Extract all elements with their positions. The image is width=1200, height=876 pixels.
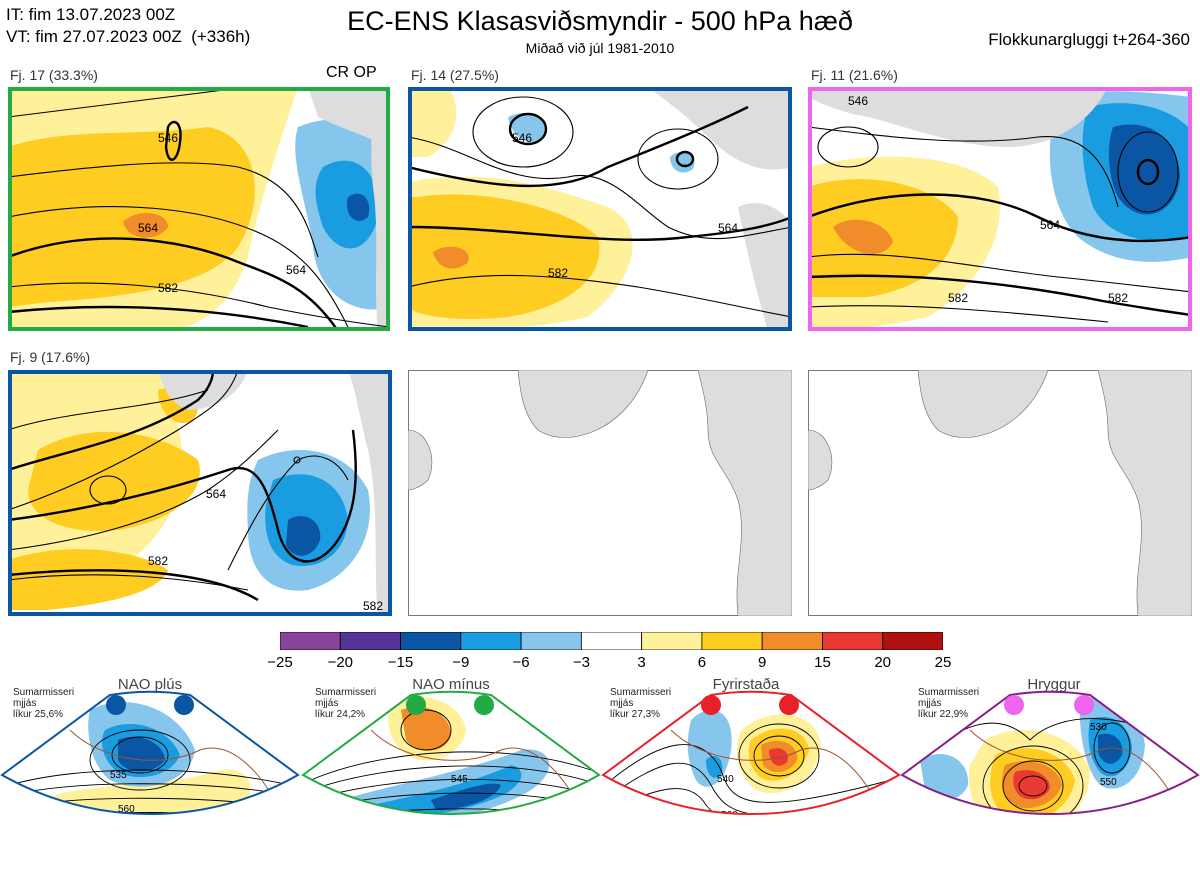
contour-label: 575 [447,850,464,861]
empty-map-6 [808,370,1192,616]
panel-border [8,87,390,331]
regime-4-dot-left [1004,695,1024,715]
colorbar-swatch [882,631,944,651]
contour-label: 546 [512,131,532,145]
colorbar-tick-label: 9 [758,654,767,671]
colorbar [279,631,944,651]
classification-window: Flokkunargluggi t+264-360 [988,30,1190,49]
contour-label: 564 [206,487,226,501]
regime-1-dot-right [174,695,194,715]
panel-3-label: Fj. 11 (21.6%) [811,67,898,83]
valid-time: VT: fim 27.07.2023 00Z (+336h) [6,27,251,46]
cluster-map-2: 582 564 546 [408,87,792,331]
colorbar-swatch [701,631,763,651]
contour-label: 575 [737,832,754,843]
contour-label: 560 [721,810,738,821]
contour-label: 560 [437,816,454,827]
contour-label: 564 [1040,218,1060,232]
contour-label: 564 [286,263,306,277]
regime-map-nao-minus: 545 560 575 [301,690,601,871]
cluster-map-1: 564 582 564 546 [8,87,390,331]
regime-map-ridge: 530 550 575 [900,690,1200,871]
colorbar-tick-label: 3 [637,654,646,671]
contour-label: 540 [717,774,734,785]
colorbar-swatch [822,631,884,651]
regime-4-info: Sumarmisseri mjjás líkur 22,9% [918,687,980,720]
contour-label: 546 [158,131,178,145]
panel-1-label: Fj. 17 (33.3%) [10,67,98,83]
colorbar-swatch [580,631,643,651]
cluster-map-4: 564 582 582 [8,370,392,616]
contour-label: 550 [1100,777,1117,788]
contour-label: 582 [948,291,968,305]
contour-label: 546 [848,94,868,108]
colorbar-tick-label: 20 [874,654,892,671]
regime-1-dot-left [106,695,126,715]
regime-2-dot-right [474,695,494,715]
contour-label: 535 [110,770,127,781]
regime-1-info: Sumarmisseri mjjás líkur 25,6% [13,687,75,720]
panel-border [8,370,392,616]
contour-label: 564 [138,221,158,235]
contour-label: 582 [148,554,168,568]
regime-4-dot-right [1074,695,1094,715]
colorbar-swatch [641,631,703,651]
empty-map-5 [408,370,792,616]
panel-1-tag: CR OP [326,64,377,81]
colorbar-tick-label: 25 [934,654,952,671]
colorbar-swatch [520,631,582,651]
contour-label: 582 [363,599,383,613]
regime-map-nao-plus: 535 560 [0,690,300,871]
regime-3-info: Sumarmisseri mjjás líkur 27,3% [610,687,672,720]
colorbar-swatch [400,631,462,651]
colorbar-tick-label: 15 [814,654,831,671]
contour-label: 575 [1092,837,1109,848]
contour-label: 582 [548,266,568,280]
colorbar-tick-label: 6 [697,654,707,671]
regime-2-title: NAO mínus [412,676,490,693]
cluster-map-3: 564 582 582 546 [808,87,1192,331]
colorbar-swatch [761,631,823,651]
contour-label: 582 [158,281,178,295]
colorbar-swatch [339,631,401,651]
contour-label: 545 [451,774,468,785]
regime-2-dot-left [406,695,426,715]
colorbar-swatch [460,631,522,651]
regime-4-title: Hryggur [1027,676,1081,693]
colorbar-tick-label: −15 [387,654,414,671]
page-subtitle: Miðað við júl 1981-2010 [525,40,675,56]
header-dates: IT: fim 13.07.2023 00Z VT: fim 27.07.2023… [6,4,250,48]
colorbar-tick-label: −3 [572,654,590,671]
regime-3-title: Fyrirstaða [712,676,780,693]
regime-map-blocking: 540 560 575 [601,690,901,871]
colorbar-swatch [279,631,341,651]
colorbar-ticks: −25 −20 −15 −9 −6 −3 3 6 9 15 20 25 [0,654,1200,674]
panel-border [408,87,792,331]
contour-label: 560 [118,804,135,815]
contour-label: 564 [718,221,738,235]
colorbar-tick-label: −6 [512,654,530,671]
regime-3-dot-left [701,695,721,715]
regime-3-dot-right [779,695,799,715]
panel-2-label: Fj. 14 (27.5%) [411,67,499,83]
colorbar-tick-label: −9 [452,654,470,671]
colorbar-tick-label: −25 [267,654,293,671]
panel-4-label: Fj. 9 (17.6%) [10,349,91,365]
panel-border [808,87,1192,331]
colorbar-tick-label: −20 [327,654,354,671]
regime-2-info: Sumarmisseri mjjás líkur 24,2% [315,687,377,720]
init-time: IT: fim 13.07.2023 00Z [6,5,176,24]
page-title: EC-ENS Klasasviðsmyndir - 500 hPa hæð [347,6,853,36]
regime-1-title: NAO plús [117,676,183,693]
contour-label: 530 [1090,722,1107,733]
contour-label: 582 [1108,291,1128,305]
